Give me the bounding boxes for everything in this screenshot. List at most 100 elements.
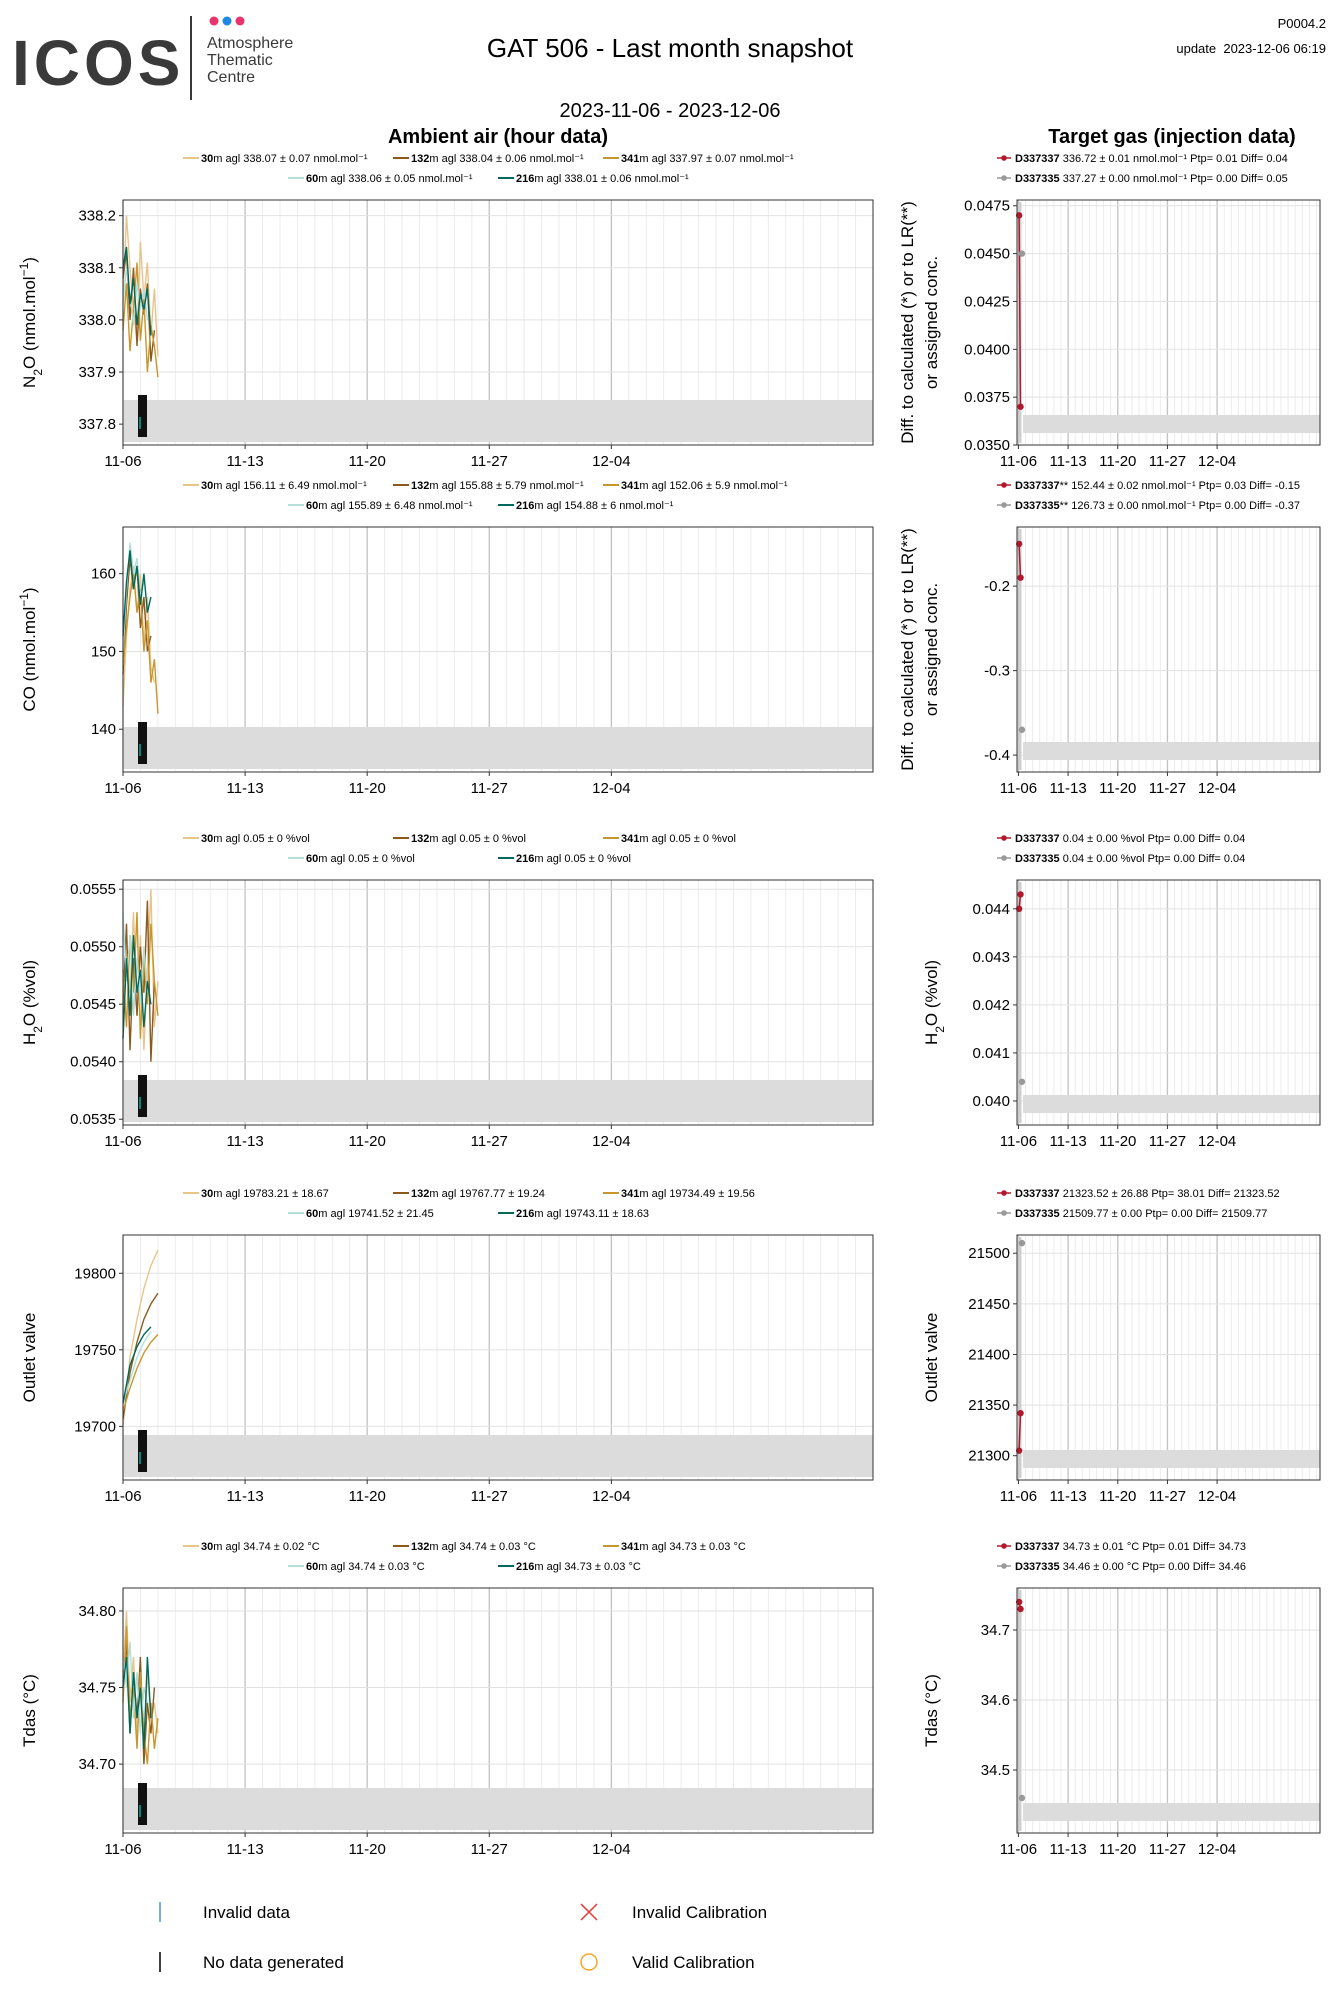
co_target-panel: -0.4 -0.3 -0.2 11-06 11-13 11-20 11-27 12-04 Dif… bbox=[898, 480, 1321, 797]
x-tick-label: 11-06 bbox=[1000, 1488, 1037, 1505]
no-data-block bbox=[138, 1075, 147, 1117]
series-line-341 bbox=[122, 262, 159, 378]
x-tick-label: 11-27 bbox=[1149, 1133, 1186, 1150]
y-tick-label: 21350 bbox=[968, 1397, 1010, 1414]
y-tick-label: 34.70 bbox=[78, 1756, 116, 1773]
logo-dot-3 bbox=[235, 16, 245, 26]
y-tick-label: 21300 bbox=[968, 1448, 1010, 1465]
y-tick-label: 0.0545 bbox=[70, 996, 116, 1013]
x-tick-label: 11-06 bbox=[104, 453, 141, 470]
legend-invalid-calibration: Invalid Calibration bbox=[632, 1903, 767, 1922]
x-tick-label: 12-04 bbox=[592, 1133, 630, 1150]
x-tick-label: 12-04 bbox=[592, 1488, 630, 1505]
y-tick-label: 0.0400 bbox=[964, 341, 1010, 358]
x-tick-label: 11-13 bbox=[226, 780, 263, 797]
y-axis-title: Tdas (°C) bbox=[922, 1674, 941, 1747]
y-tick-label: 0.043 bbox=[972, 949, 1010, 966]
legend-entry: 341m agl 19734.49 ± 19.56 bbox=[621, 1188, 755, 1200]
y-tick-label: 337.8 bbox=[78, 416, 116, 433]
x-tick-label: 11-27 bbox=[1149, 453, 1186, 470]
x-tick-label: 11-13 bbox=[1049, 453, 1086, 470]
series-line-216 bbox=[122, 1326, 152, 1404]
legend-entry: 132m agl 0.05 ± 0 %vol bbox=[411, 833, 526, 845]
plot-frame bbox=[1016, 526, 1321, 773]
legend-entry: 341m agl 152.06 ± 5.9 nmol.mol⁻¹ bbox=[621, 480, 788, 492]
legend-dot bbox=[1001, 155, 1007, 161]
x-tick-label: 11-06 bbox=[1000, 1133, 1037, 1150]
no-data-block bbox=[138, 1783, 147, 1825]
y-tick-label: 19800 bbox=[74, 1265, 116, 1282]
legend-dot bbox=[1001, 175, 1007, 181]
outlet_ambient-panel: 19700 19750 19800 11-06 11-13 11-20 11-27 12-04… bbox=[20, 1188, 874, 1505]
legend-entry: D337335 337.27 ± 0.00 nmol.mol⁻¹ Ptp= 0.… bbox=[1015, 173, 1288, 185]
legend-entry: 30m agl 338.07 ± 0.07 nmol.mol⁻¹ bbox=[201, 153, 368, 165]
plot-frame bbox=[1016, 199, 1321, 446]
legend-entry: 60m agl 155.89 ± 6.48 nmol.mol⁻¹ bbox=[306, 500, 473, 512]
legend-valid-calibration: Valid Calibration bbox=[632, 1953, 755, 1972]
x-tick-label: 11-20 bbox=[1099, 780, 1136, 797]
x-tick-label: 11-13 bbox=[1049, 1841, 1086, 1858]
legend-entry: 216m agl 338.01 ± 0.06 nmol.mol⁻¹ bbox=[516, 173, 689, 185]
series-point-D337337 bbox=[1017, 403, 1024, 410]
series-point-D337335 bbox=[1018, 726, 1026, 733]
legend-entry: 60m agl 0.05 ± 0 %vol bbox=[306, 853, 415, 865]
x-tick-label: 11-20 bbox=[1099, 1133, 1136, 1150]
legend-dot bbox=[1001, 1190, 1007, 1196]
y-tick-label: 34.5 bbox=[981, 1762, 1010, 1779]
legend-entry: 30m agl 156.11 ± 6.49 nmol.mol⁻¹ bbox=[201, 480, 367, 492]
x-tick-label: 11-13 bbox=[226, 1488, 263, 1505]
series-legend: D337337 336.72 ± 0.01 nmol.mol⁻¹ Ptp= 0.… bbox=[997, 153, 1288, 185]
y-tick-label: 0.040 bbox=[972, 1093, 1010, 1110]
calibration-band bbox=[123, 1080, 873, 1122]
series-line-341 bbox=[122, 1626, 159, 1765]
x-tick-label: 12-04 bbox=[1198, 1841, 1236, 1858]
x-tick-label: 11-13 bbox=[226, 1133, 263, 1150]
x-tick-label: 11-06 bbox=[104, 1133, 141, 1150]
legend-entry: D337337 336.72 ± 0.01 nmol.mol⁻¹ Ptp= 0.… bbox=[1015, 153, 1288, 165]
y-tick-label: 34.75 bbox=[78, 1680, 116, 1697]
logo-line-1: Atmosphere bbox=[207, 35, 293, 52]
legend-entry: 30m agl 0.05 ± 0 %vol bbox=[201, 833, 310, 845]
ambient-section-title: Ambient air (hour data) bbox=[388, 126, 608, 148]
logo-dot-1 bbox=[209, 16, 219, 26]
plot-frame bbox=[122, 1587, 874, 1834]
series-legend: 30m agl 338.07 ± 0.07 nmol.mol⁻¹ 132m agl… bbox=[183, 153, 794, 185]
tdas_target-panel: 34.5 34.6 34.7 11-06 11-13 11-20 11-27 12-04 Tda… bbox=[922, 1541, 1321, 1858]
y-tick-label: 0.0350 bbox=[964, 437, 1010, 454]
y-axis-title: or assigned conc. bbox=[922, 256, 941, 389]
series-legend: 30m agl 0.05 ± 0 %vol 132m agl 0.05 ± 0 %… bbox=[183, 833, 736, 865]
logo-dot-2 bbox=[222, 16, 232, 26]
legend-invalid-data: Invalid data bbox=[203, 1903, 290, 1922]
x-tick-label: 11-06 bbox=[104, 1488, 141, 1505]
plot-background bbox=[1017, 527, 1320, 772]
x-tick-label: 11-20 bbox=[1099, 453, 1136, 470]
logo-line-2: Thematic bbox=[207, 52, 273, 69]
y-axis-title: Outlet valve bbox=[922, 1313, 941, 1403]
y-axis-title: H2O (%vol) bbox=[20, 960, 45, 1045]
calibration-band bbox=[123, 1788, 873, 1830]
plot-background bbox=[1017, 1235, 1320, 1480]
y-tick-label: 338.0 bbox=[78, 312, 116, 329]
y-axis-title: or assigned conc. bbox=[922, 583, 941, 716]
calibration-band bbox=[123, 727, 873, 769]
y-tick-label: 34.6 bbox=[981, 1692, 1010, 1709]
plot-frame bbox=[1016, 1587, 1321, 1834]
legend-entry: 60m agl 34.74 ± 0.03 °C bbox=[306, 1561, 425, 1573]
series-legend: D337337 21323.52 ± 26.88 Ptp= 38.01 Diff… bbox=[997, 1188, 1280, 1220]
legend-entry: 216m agl 19743.11 ± 18.63 bbox=[516, 1208, 649, 1220]
legend-dot bbox=[1001, 482, 1007, 488]
series-legend: 30m agl 156.11 ± 6.49 nmol.mol⁻¹ 132m agl… bbox=[183, 480, 788, 512]
legend-entry: D337337** 152.44 ± 0.02 nmol.mol⁻¹ Ptp= … bbox=[1015, 480, 1300, 492]
x-tick-label: 12-04 bbox=[1198, 1133, 1236, 1150]
series-point-D337337 bbox=[1017, 1409, 1024, 1417]
series-point-D337337 bbox=[1015, 540, 1023, 548]
y-tick-label: 0.0535 bbox=[70, 1111, 116, 1128]
logo-wordmark: ICOS bbox=[12, 27, 184, 99]
y-tick-label: 0.0540 bbox=[70, 1054, 116, 1071]
series-line-D337337 bbox=[1018, 543, 1022, 578]
legend-dot bbox=[1001, 1210, 1007, 1216]
y-tick-label: 19700 bbox=[74, 1418, 116, 1435]
calibration-marker bbox=[139, 1452, 141, 1464]
status-legend: Invalid data Invalid Calibration No data… bbox=[159, 1902, 767, 1972]
